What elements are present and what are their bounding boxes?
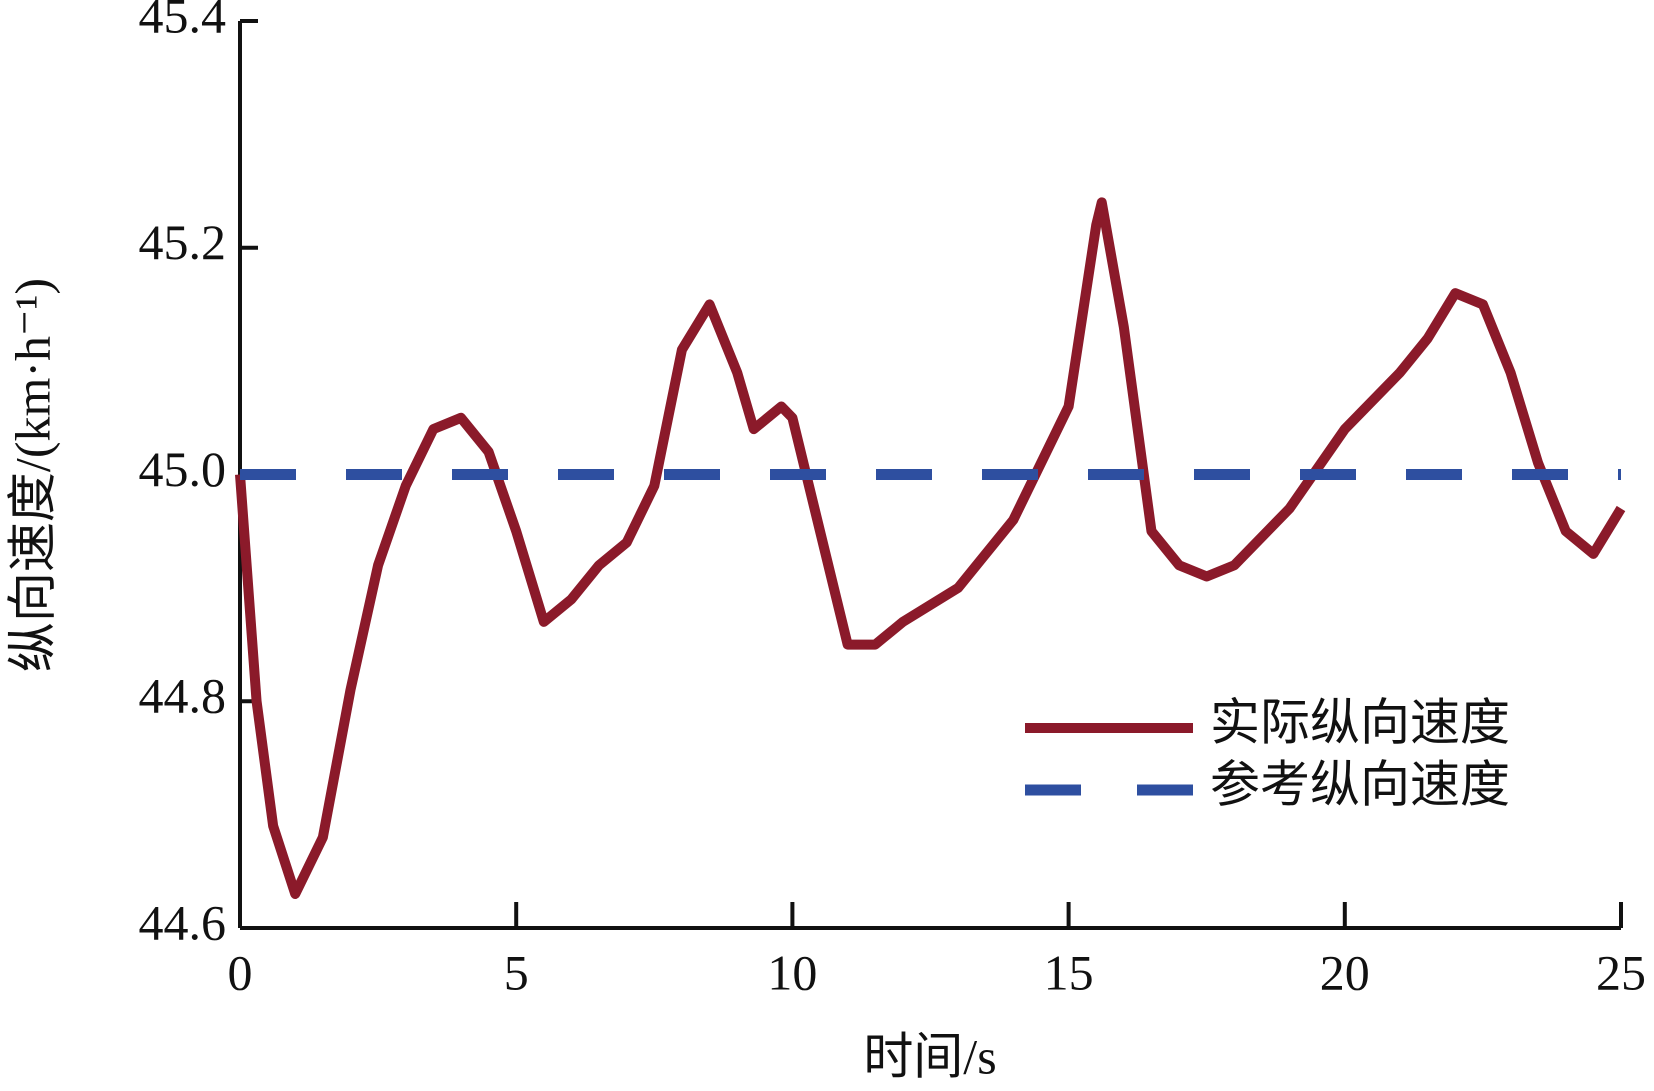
x-tick-label: 20	[1320, 944, 1370, 1000]
data-line	[235, 197, 1626, 899]
x-tick-label: 25	[1596, 944, 1646, 1000]
x-tick-label: 0	[228, 944, 253, 1000]
y-tick-label: 45.4	[139, 0, 227, 43]
x-axis-label: 时间/s	[863, 1028, 996, 1084]
legend-label: 参考纵向速度	[1210, 756, 1510, 812]
y-axis-label: 纵向速度/(km·h⁻¹)	[4, 278, 60, 672]
y-tick-label: 44.8	[139, 668, 227, 724]
x-tick-label: 10	[767, 944, 817, 1000]
legend-label: 实际纵向速度	[1210, 694, 1510, 750]
x-tick-label: 5	[504, 944, 529, 1000]
y-tick-label: 45.0	[139, 441, 227, 497]
y-tick-label: 45.2	[139, 214, 227, 270]
x-tick-label: 15	[1044, 944, 1094, 1000]
y-tick-label: 44.6	[139, 894, 227, 950]
